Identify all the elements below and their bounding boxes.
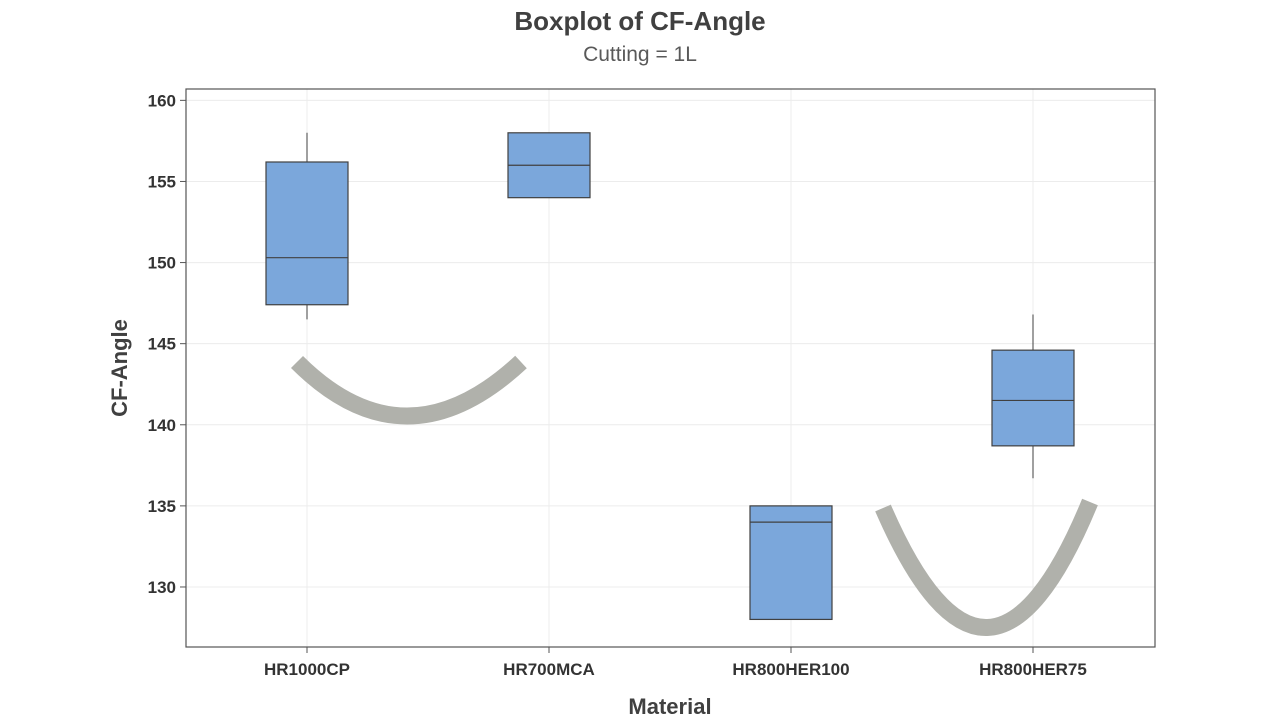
y-tick-label: 140 — [148, 416, 176, 435]
x-tick-label: HR700MCA — [503, 660, 595, 679]
y-axis: 130 135 140 145 150 155 160 — [148, 91, 186, 597]
curve-stroke-left — [290, 355, 527, 425]
box-hr800her100 — [749, 505, 833, 621]
decorative-strokes — [290, 355, 1098, 636]
x-axis-label: Material — [628, 694, 711, 719]
plot-frame — [185, 88, 1156, 648]
box-iqr — [749, 505, 833, 621]
y-tick-label: 130 — [148, 578, 176, 597]
y-tick-label: 145 — [148, 335, 176, 354]
y-tick-label: 150 — [148, 254, 176, 273]
box-hr700mca — [507, 132, 591, 199]
x-axis: HR1000CP HR700MCA HR800HER100 HR800HER75 — [264, 647, 1087, 679]
box-hr800her75 — [991, 314, 1075, 479]
y-tick-label: 160 — [148, 91, 176, 110]
x-tick-label: HR1000CP — [264, 660, 350, 679]
y-tick-label: 135 — [148, 497, 176, 516]
x-tick-label: HR800HER75 — [979, 660, 1087, 679]
box-iqr — [265, 161, 349, 306]
box-hr1000cp — [265, 132, 349, 320]
chart-title: Boxplot of CF-Angle — [514, 6, 766, 36]
y-tick-label: 155 — [148, 172, 176, 191]
y-axis-label: CF-Angle — [107, 319, 132, 417]
box-iqr — [991, 349, 1075, 447]
curve-stroke-right — [875, 498, 1098, 636]
chart-subtitle: Cutting = 1L — [583, 43, 697, 66]
x-tick-label: HR800HER100 — [732, 660, 849, 679]
boxes — [265, 132, 1075, 621]
